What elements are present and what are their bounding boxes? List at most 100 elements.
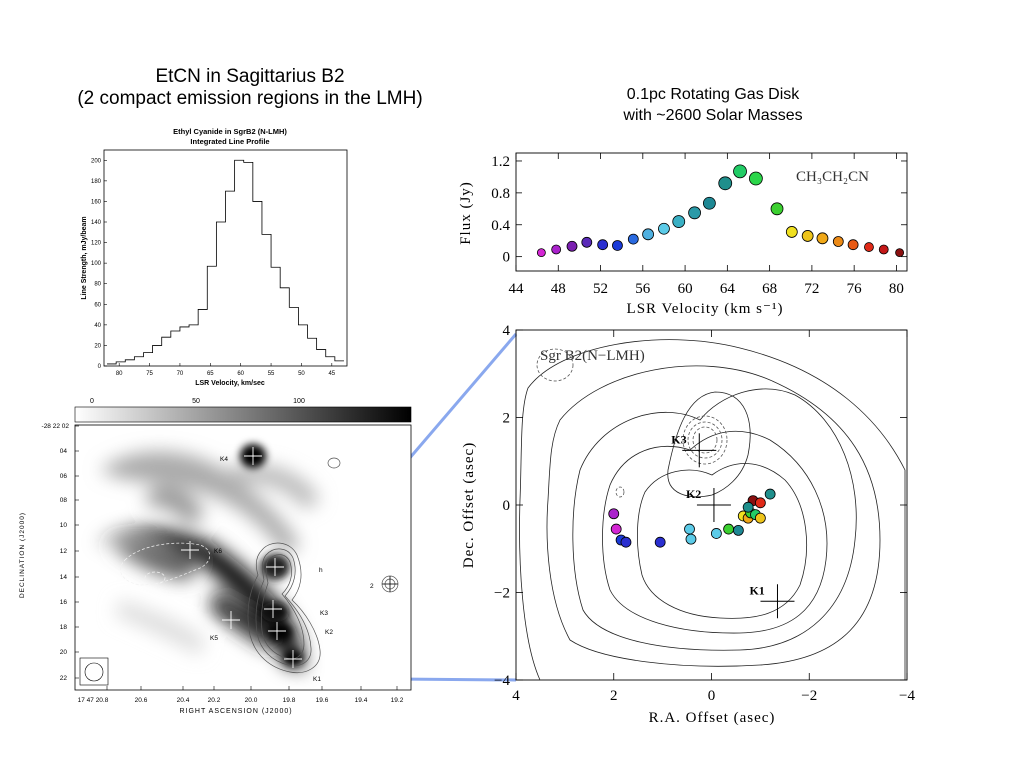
histogram-frame <box>103 149 348 367</box>
histogram-ticks: 80 75 70 65 60 55 50 45 0 20 40 60 80 100 120 140 160 180… <box>91 158 336 377</box>
contour-marker-label: K2 <box>686 487 701 501</box>
main-title-line2: (2 compact emission regions in the LMH) <box>77 88 423 109</box>
flux-x-tick-label: 44 <box>509 281 525 297</box>
histogram-x-tick-label: 60 <box>237 371 244 377</box>
contour-points <box>608 488 776 548</box>
flux-x-tick-label: 48 <box>551 281 566 297</box>
contour-point <box>754 512 766 524</box>
flux-point <box>718 176 733 191</box>
image-map-labels: K4 K6 h 2 K3 K2 K5 K1 <box>210 456 374 683</box>
image-map-y-tick-label: 22 <box>60 675 68 682</box>
contour-point <box>723 523 735 535</box>
image-map-y-tick-label: 08 <box>60 497 68 504</box>
image-map-label: K5 <box>210 635 218 642</box>
histogram-x-label: LSR Velocity, km/sec <box>195 380 265 387</box>
image-map-x-tick-label: 19.6 <box>316 697 329 704</box>
image-map-y-tick-label: 14 <box>60 574 68 581</box>
flux-point <box>597 239 609 251</box>
image-map-x-tick-label: 20.6 <box>135 697 148 704</box>
contour-title: Sgr B2(N−LMH) <box>540 348 645 364</box>
contour-point <box>764 488 776 500</box>
contour-y-tick-label: −4 <box>494 673 510 689</box>
flux-x-tick-label: 60 <box>678 281 693 297</box>
flux-point <box>733 164 747 179</box>
flux-y-tick-label: 0 <box>503 250 511 266</box>
contour-marker-label: K3 <box>671 432 686 446</box>
image-map-x-tick-label: 20.2 <box>208 697 221 704</box>
histogram-y-tick-label: 100 <box>91 261 102 267</box>
contour-y-tick-label: 0 <box>503 498 511 514</box>
colorbar-tick-label: 0 <box>90 398 94 405</box>
histogram-title: Ethyl Cyanide in SgrB2 (N-LMH) <box>173 127 287 136</box>
histogram-y-tick-label: 60 <box>94 302 101 308</box>
colorbar-tick-label: 100 <box>293 398 305 405</box>
histogram-x-tick-label: 65 <box>207 371 214 377</box>
image-map-y-tick-label: 12 <box>60 548 68 555</box>
flux-ticks: 44 48 52 56 60 64 68 72 76 80 0 0.4 0.8 1.2 <box>491 153 907 297</box>
image-map-x-tick-label: 19.8 <box>283 697 296 704</box>
image-map-x-tick-label: 20.4 <box>177 697 190 704</box>
image-map-y-label: DECLINATION (J2000) <box>19 512 26 598</box>
image-map-x-tick-label: 17 47 20.8 <box>78 697 109 704</box>
flux-point <box>748 171 763 186</box>
histogram-y-tick-label: 0 <box>98 364 102 370</box>
main-title-line1: EtCN in Sagittarius B2 <box>155 66 345 87</box>
image-map-y-tick-label: 10 <box>60 522 68 529</box>
flux-frame <box>515 152 908 272</box>
histogram-x-tick-label: 70 <box>177 371 184 377</box>
histogram-y-tick-label: 120 <box>91 241 102 247</box>
image-map-label: K6 <box>214 548 222 555</box>
flux-points <box>536 164 905 258</box>
image-map-emission <box>79 444 399 686</box>
disk-title-line1: 0.1pc Rotating Gas Disk <box>626 86 800 103</box>
flux-point <box>816 232 829 245</box>
image-map-panel: 0 50 100 <box>19 398 412 715</box>
flux-point <box>658 222 670 235</box>
image-map-y-tick-label: -28 22 02 <box>42 423 70 430</box>
flux-x-tick-label: 76 <box>847 281 863 297</box>
image-map-y-tick-label: 20 <box>60 649 68 656</box>
histogram-y-label: Line Strength, mJy/beam <box>81 216 88 299</box>
disk-title-line2: with ~2600 Solar Masses <box>623 107 803 124</box>
contour-y-tick-label: 2 <box>503 411 511 427</box>
contour-x-tick-label: −2 <box>801 688 817 704</box>
histogram-y-tick-label: 180 <box>91 179 102 185</box>
flux-point <box>770 202 784 216</box>
contour-x-label: R.A. Offset (asec) <box>649 710 776 726</box>
flux-point <box>672 215 686 228</box>
contour-point <box>742 501 754 513</box>
contour-point <box>754 497 766 509</box>
histogram-panel: Ethyl Cyanide in SgrB2 (N-LMH) Integrate… <box>81 127 348 387</box>
image-map-y-tick-label: 18 <box>60 624 68 631</box>
flux-point <box>847 239 859 251</box>
contour-point <box>732 524 744 536</box>
histogram-y-tick-label: 140 <box>91 220 102 226</box>
image-map-label: K1 <box>313 676 321 683</box>
flux-y-tick-label: 0.4 <box>491 218 510 234</box>
flux-x-tick-label: 56 <box>635 281 651 297</box>
histogram-step-line <box>107 159 344 365</box>
flux-point <box>801 230 814 242</box>
contour-point <box>608 508 620 520</box>
contour-point <box>610 523 622 535</box>
flux-point <box>581 236 593 248</box>
histogram-x-tick-label: 55 <box>268 371 275 377</box>
flux-x-tick-label: 72 <box>804 281 819 297</box>
flux-x-tick-label: 64 <box>720 281 736 297</box>
contour-point <box>710 528 722 539</box>
colorbar <box>74 406 412 423</box>
contour-x-tick-label: 2 <box>610 688 618 704</box>
image-map-label: K4 <box>220 456 228 463</box>
histogram-y-tick-label: 200 <box>91 158 102 164</box>
flux-point <box>864 242 874 252</box>
flux-point <box>612 240 623 251</box>
contour-point <box>620 536 632 548</box>
contour-y-tick-label: 4 <box>503 323 511 339</box>
contour-y-tick-label: −2 <box>494 586 510 602</box>
flux-x-tick-label: 68 <box>762 281 777 297</box>
histogram-x-tick-label: 80 <box>116 371 123 377</box>
histogram-x-tick-label: 50 <box>298 371 305 377</box>
